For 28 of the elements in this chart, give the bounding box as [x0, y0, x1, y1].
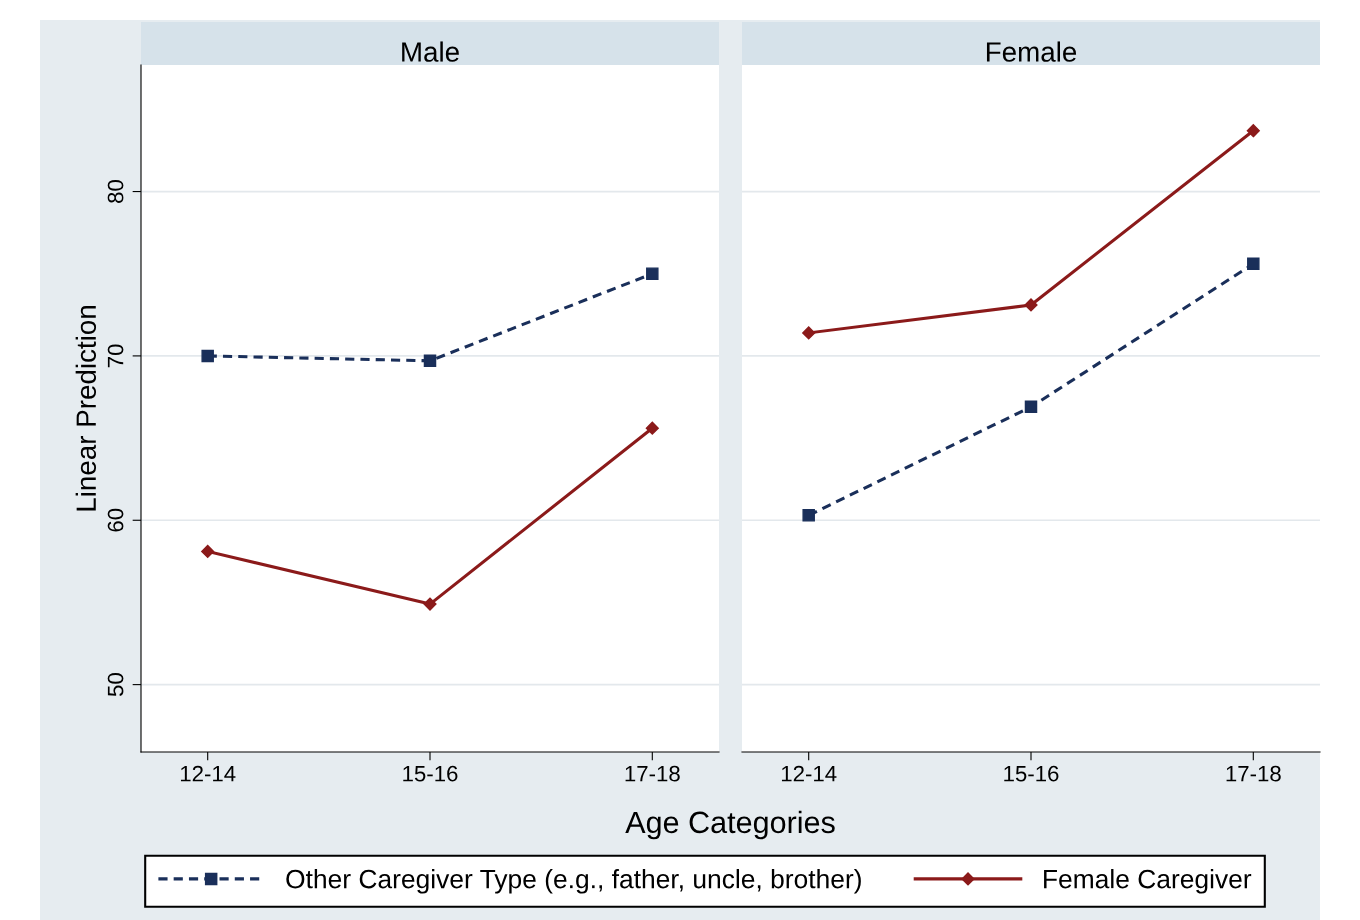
- x-tick-label: 17-18: [1226, 765, 1281, 782]
- point: [1247, 257, 1260, 271]
- y-tick-label: 70: [107, 344, 124, 368]
- chart-title: Male: [402, 41, 459, 62]
- x-tick-label: 15-16: [1004, 765, 1059, 782]
- legend-label: Other Caregiver Type (e.g., father, uncle, brother): [286, 869, 861, 894]
- y-tick-label: 60: [107, 508, 124, 532]
- point: [646, 267, 659, 280]
- point: [423, 597, 437, 611]
- point: [802, 509, 815, 522]
- point: [1024, 298, 1038, 312]
- point: [1246, 124, 1260, 138]
- legend-label: Female Caregiver: [1044, 869, 1252, 894]
- x-tick-label: 15-16: [403, 765, 458, 782]
- x-tick-label: 12-14: [781, 765, 837, 782]
- y-tick-label: 80: [107, 180, 124, 203]
- point: [802, 326, 816, 340]
- x-tick-label: 17-18: [625, 765, 680, 782]
- point: [201, 349, 214, 363]
- x-tick-label: 12-14: [180, 765, 236, 782]
- y-axis-title: Linear Prediction: [75, 306, 97, 511]
- chart-title: Female: [986, 41, 1077, 62]
- point: [1024, 400, 1038, 414]
- x-axis-title: Age Categories: [625, 810, 835, 840]
- y-tick-label: 50: [107, 673, 124, 697]
- point: [201, 544, 215, 559]
- point: [423, 354, 437, 368]
- point: [645, 421, 659, 435]
